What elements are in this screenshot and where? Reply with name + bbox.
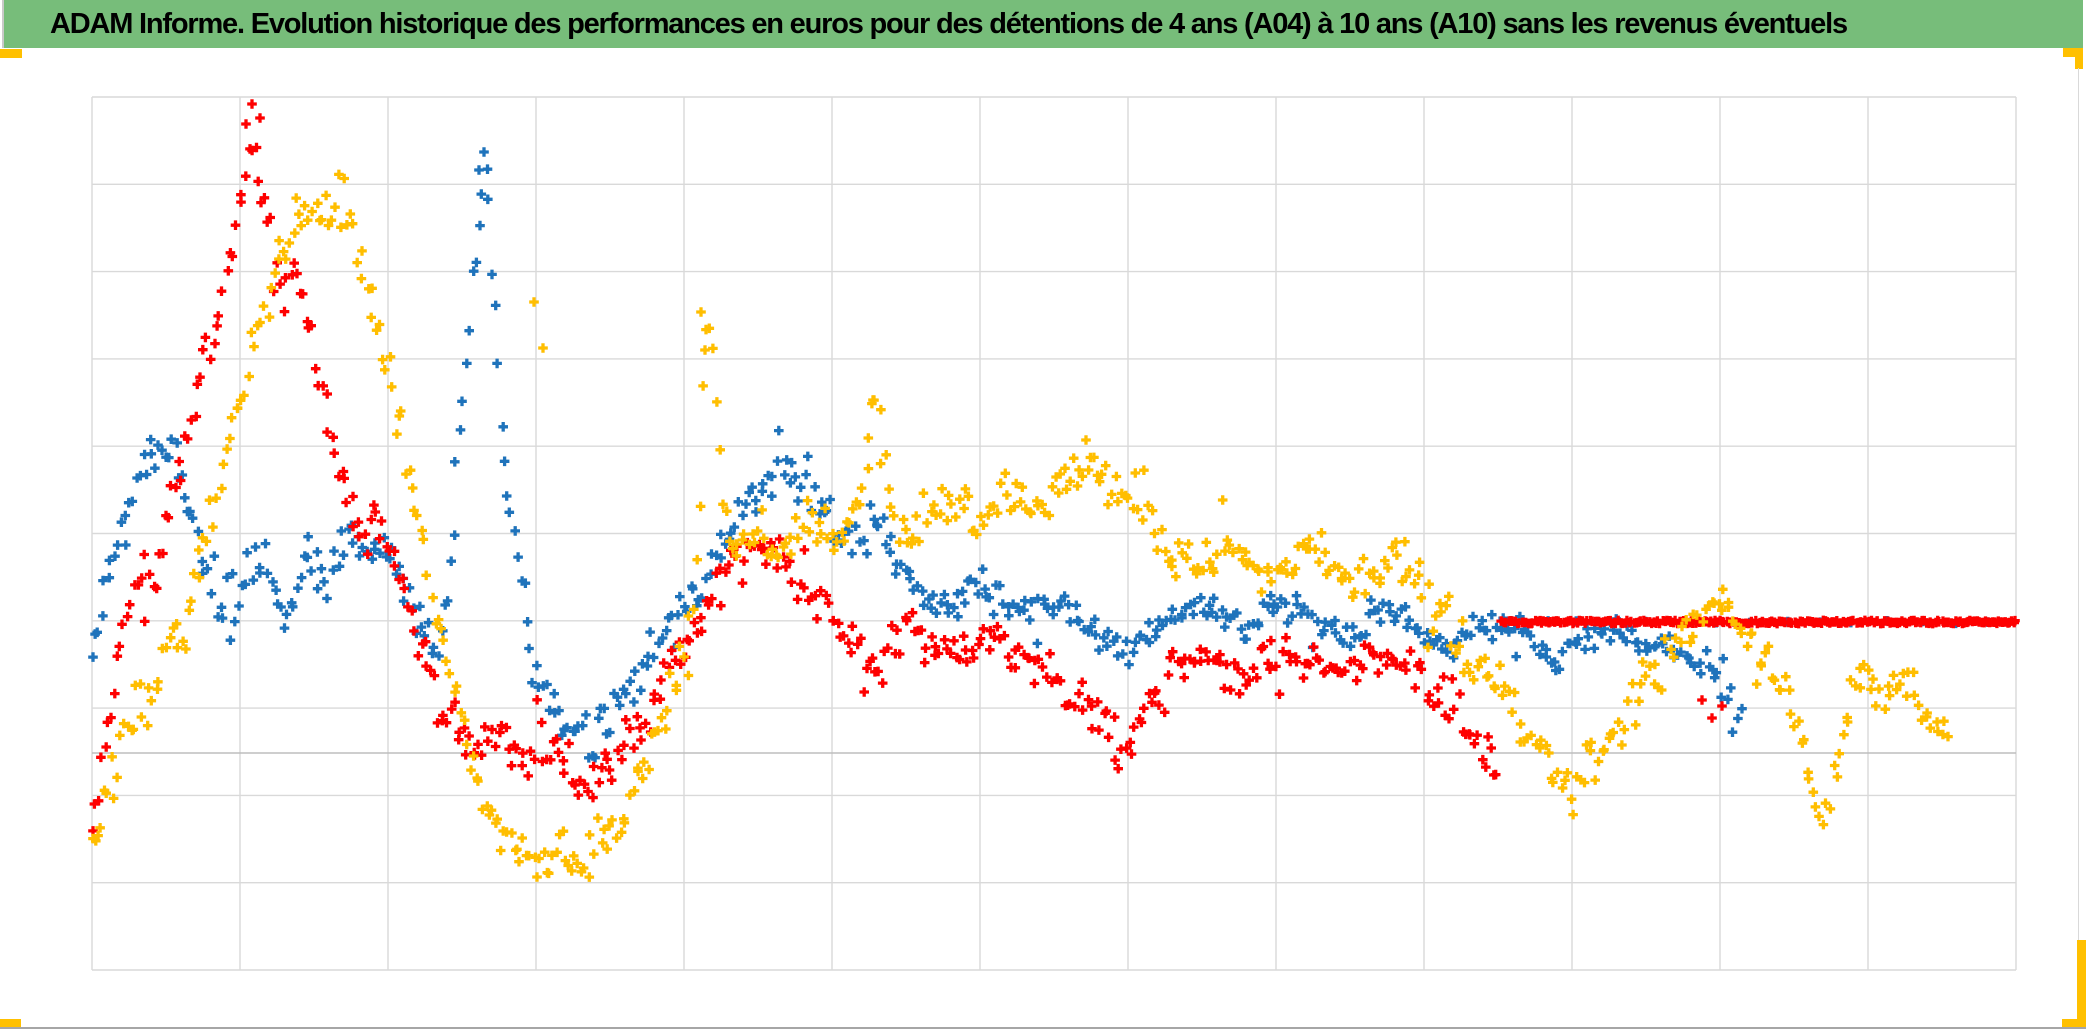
page-right-edge — [2078, 68, 2079, 940]
window-edge-left — [2, 0, 4, 48]
selection-handle-top-right-h[interactable] — [2063, 48, 2083, 57]
slide-header: ADAM Informe. Evolution historique des p… — [4, 0, 2083, 48]
gridlines — [91, 96, 2017, 971]
selection-handle-bottom-right-v[interactable] — [2077, 940, 2086, 1028]
page-bottom-edge — [0, 1027, 2086, 1029]
selection-handle-top-left[interactable] — [0, 49, 22, 58]
selection-handle-bottom-right-h[interactable] — [2062, 1019, 2086, 1028]
page-title: ADAM Informe. Evolution historique des p… — [50, 7, 1848, 40]
selection-handle-bottom-left[interactable] — [0, 1019, 21, 1028]
series-blue-markers — [88, 147, 1993, 763]
series-red-markers — [88, 99, 2020, 836]
selection-handle-top-right-v[interactable] — [2075, 48, 2083, 69]
series-gold-markers — [88, 169, 1953, 882]
